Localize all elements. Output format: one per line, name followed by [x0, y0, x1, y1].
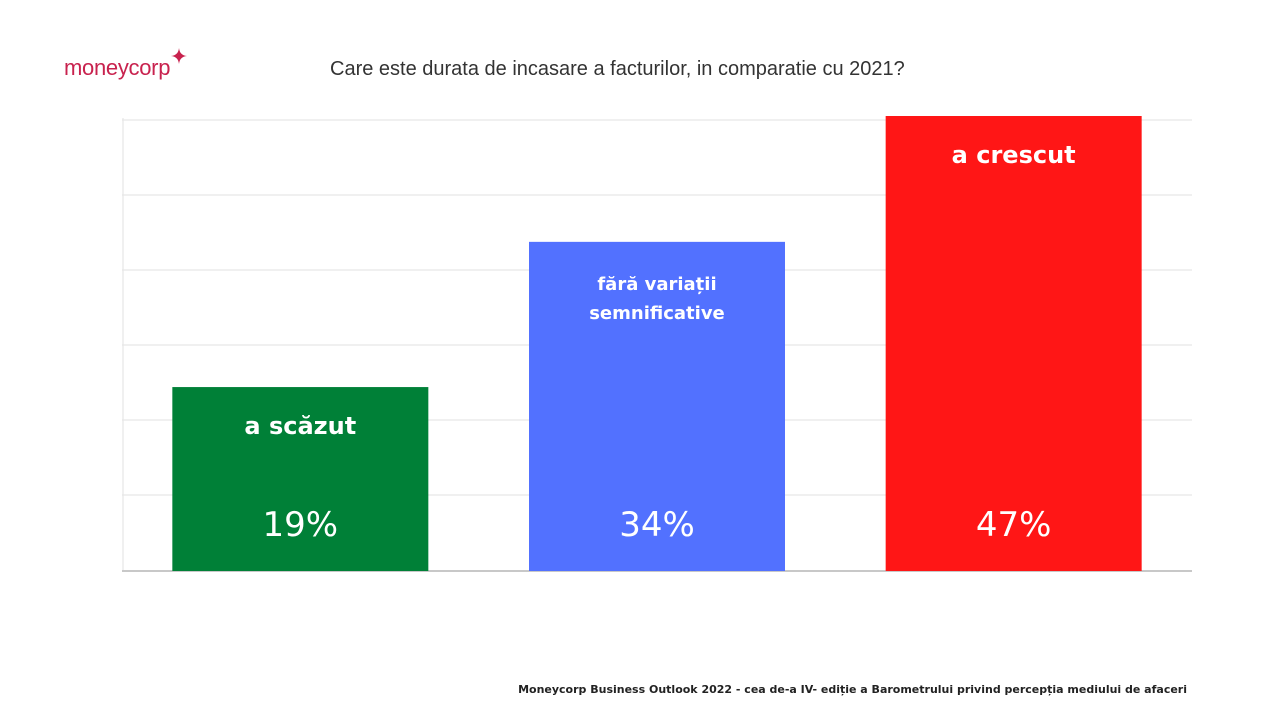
logo-wordmark: moneycorp — [64, 55, 171, 80]
value-label-2: 34% — [619, 505, 695, 545]
footer-source-note: Moneycorp Business Outlook 2022 - cea de… — [518, 683, 1187, 696]
chart-title: Care este durata de incasare a facturilo… — [330, 58, 905, 80]
bar-2 — [529, 241, 785, 571]
moneycorp-logo: moneycorp — [64, 48, 188, 86]
category-label-3: a crescut — [952, 141, 1076, 169]
value-label-3: 47% — [976, 505, 1052, 545]
bar-1 — [172, 387, 429, 571]
bar-3 — [885, 116, 1142, 571]
sparkle-star-icon — [171, 48, 188, 64]
category-label-2: fără variații semnificative — [589, 274, 725, 324]
value-label-1: 19% — [263, 505, 339, 545]
category-label-1: a scăzut — [244, 412, 356, 440]
